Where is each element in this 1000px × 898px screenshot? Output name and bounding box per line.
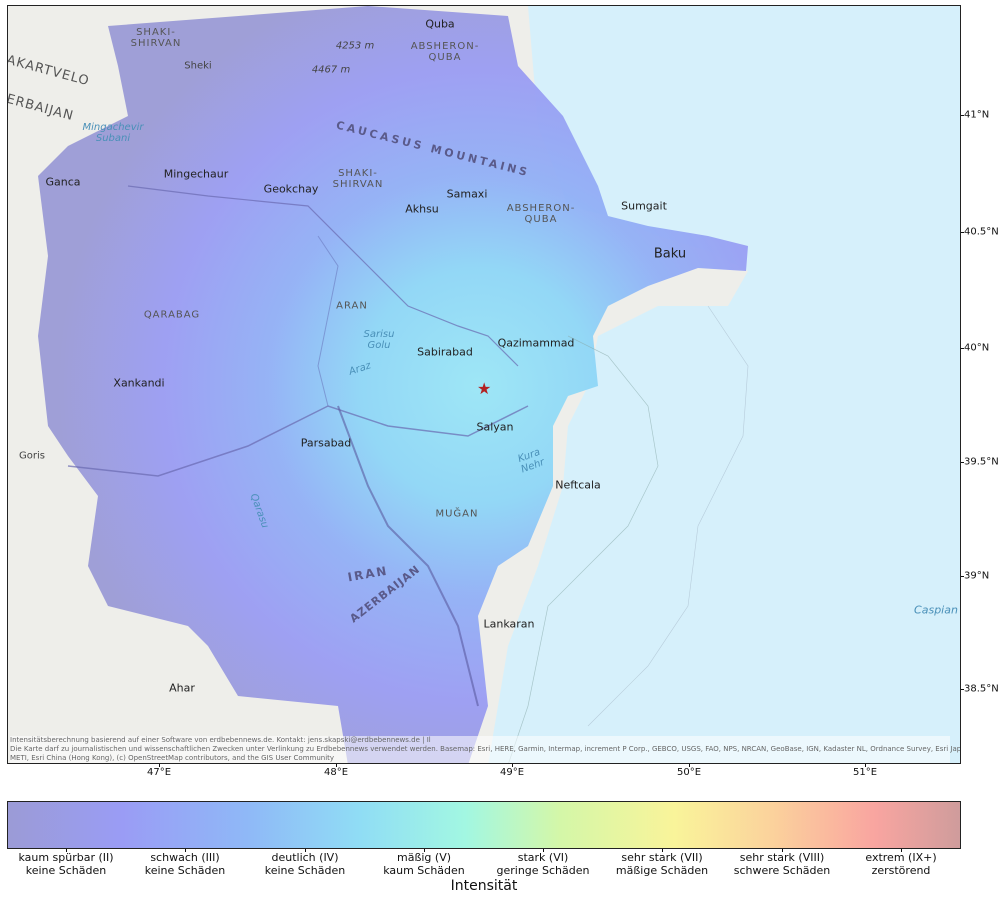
lon-tick <box>865 764 866 767</box>
elevation-label: 4467 m <box>311 64 351 76</box>
lon-label: 47°E <box>146 767 172 778</box>
colorbar-label: sehr stark (VIII) schwere Schäden <box>733 851 831 877</box>
place-label: Sumgait <box>621 199 667 213</box>
place-label: Baku <box>653 246 687 262</box>
water-label: Caspian <box>914 603 958 617</box>
epicenter-marker[interactable]: ★ <box>477 379 492 398</box>
colorbar-tick <box>305 849 306 852</box>
border-line <box>337 405 479 707</box>
water-label: Sarisu Golu <box>363 329 395 351</box>
lat-label: 41°N <box>964 109 990 121</box>
place-label: Geokchay <box>263 182 319 196</box>
place-label: Mingechaur <box>163 167 229 181</box>
lat-tick <box>961 462 964 463</box>
place-label: Lankaran <box>483 617 535 631</box>
place-label: Samaxi <box>446 187 488 201</box>
lat-label: 39°N <box>964 570 990 582</box>
region-label: ARAN <box>336 300 368 312</box>
lon-tick <box>689 764 690 767</box>
intensity-area <box>38 6 748 763</box>
colorbar-label: deutlich (IV) keine Schäden <box>264 851 346 877</box>
region-label: QARABAG <box>143 309 201 321</box>
colorbar-label: extrem (IX+) zerstörend <box>865 851 937 877</box>
place-label: Akhsu <box>405 202 439 216</box>
region-label: MUĞAN <box>435 508 479 520</box>
colorbar-tick <box>66 849 67 852</box>
depth-contour <box>587 305 749 727</box>
colorbar-tick <box>662 849 663 852</box>
border-line <box>127 185 519 367</box>
lon-label: 49°E <box>499 767 525 778</box>
lat-tick <box>961 232 964 233</box>
colorbar-tick <box>424 849 425 852</box>
lat-tick <box>961 689 964 690</box>
colorbar-label: schwach (III) keine Schäden <box>144 851 226 877</box>
coast-line <box>508 335 659 763</box>
lat-label: 40°N <box>964 342 990 354</box>
place-label: Qazimammad <box>497 336 575 350</box>
intensity-colorbar <box>7 801 961 849</box>
lat-tick <box>961 576 964 577</box>
lon-tick <box>336 764 337 767</box>
colorbar-tick <box>901 849 902 852</box>
place-label: Xankandi <box>113 376 165 390</box>
water-label: Mingachevir Subani <box>82 122 144 144</box>
lat-label: 39.5°N <box>964 456 999 468</box>
place-label: Neftcala <box>555 478 601 492</box>
lon-label: 48°E <box>323 767 349 778</box>
region-label: ABSHERON- QUBA <box>506 203 576 225</box>
place-label: Ganca <box>45 175 81 189</box>
river-line <box>317 235 339 407</box>
lon-tick <box>159 764 160 767</box>
attribution-text: Intensitätsberechnung basierend auf eine… <box>10 736 961 763</box>
lat-label: 38.5°N <box>964 683 999 695</box>
lat-tick <box>961 115 964 116</box>
region-label: SHAKI- SHIRVAN <box>332 168 384 190</box>
lat-tick <box>961 348 964 349</box>
lat-label: 40.5°N <box>964 226 999 238</box>
place-label: Salyan <box>476 420 514 434</box>
lon-label: 50°E <box>676 767 702 778</box>
intensity-map[interactable]: Quba ABSHERON- QUBA SHAKI- SHIRVAN Sheki… <box>7 5 961 764</box>
lon-tick <box>512 764 513 767</box>
colorbar-label: sehr stark (VII) mäßige Schäden <box>615 851 709 877</box>
colorbar-tick <box>543 849 544 852</box>
region-label: SHAKI- SHIRVAN <box>130 27 182 49</box>
place-label: Sabirabad <box>417 345 473 359</box>
lon-label: 51°E <box>852 767 878 778</box>
colorbar-label: kaum spürbar (II) keine Schäden <box>18 851 114 877</box>
place-label: Parsabad <box>300 436 352 450</box>
map-canvas <box>8 6 749 763</box>
colorbar-tick <box>185 849 186 852</box>
place-label: Goris <box>19 450 45 462</box>
colorbar-label: stark (VI) geringe Schäden <box>496 851 590 877</box>
elevation-label: 4253 m <box>335 40 375 52</box>
colorbar-label: mäßig (V) kaum Schäden <box>383 851 465 877</box>
place-label: Ahar <box>169 681 195 695</box>
place-label: Sheki <box>184 60 212 72</box>
place-label: Quba <box>425 17 455 31</box>
colorbar-tick <box>782 849 783 852</box>
region-label: ABSHERON- QUBA <box>410 41 480 63</box>
colorbar-title: Intensität <box>450 878 518 894</box>
